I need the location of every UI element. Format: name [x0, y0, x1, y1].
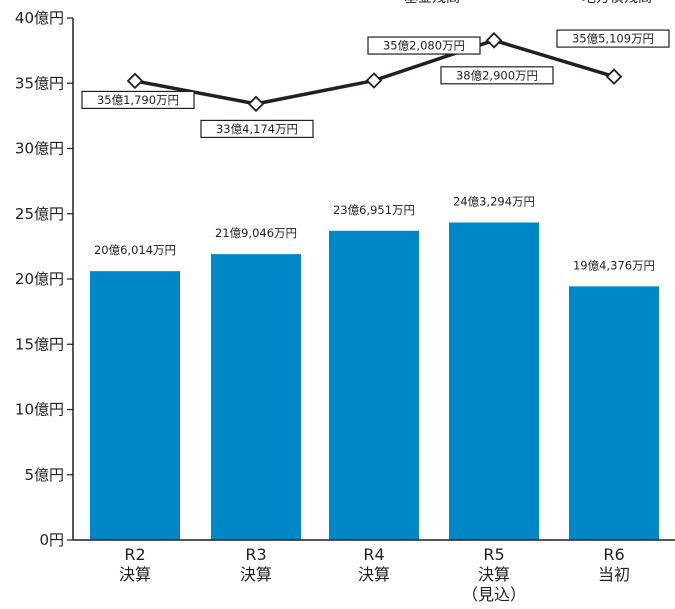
- y-tick-label: 25億円: [15, 205, 64, 223]
- bar-data-label: 20億6,014万円: [94, 243, 176, 257]
- y-tick-label: 0円: [39, 531, 64, 549]
- y-tick-label: 10億円: [15, 401, 64, 419]
- x-category-label: R3: [245, 545, 266, 564]
- x-category-label: R5: [483, 545, 504, 564]
- x-category-label: R6: [603, 545, 624, 564]
- line-point-marker: [247, 95, 265, 113]
- y-tick-label: 35億円: [15, 74, 64, 92]
- line-data-label: 35億1,790万円: [97, 93, 179, 107]
- legend-entry-line: 地方債残高: [582, 0, 652, 6]
- y-tick-label: 15億円: [15, 335, 64, 353]
- x-category-label: 決算: [240, 565, 272, 584]
- x-category-label: 決算: [478, 565, 510, 584]
- line-data-label: 35億5,109万円: [572, 32, 654, 46]
- x-category-label: R2: [124, 545, 145, 564]
- legend-entry-bar: 基金残高: [404, 0, 460, 6]
- bar: [211, 254, 301, 541]
- bar: [449, 222, 539, 540]
- x-category-label: 決算: [358, 565, 390, 584]
- line-label-box: [367, 36, 481, 55]
- line-point-marker: [126, 72, 144, 90]
- y-axis: 0円 5億円 10億円 15億円 20億円 25億円 30億円 35億円 40億円: [15, 9, 74, 549]
- line-point-marker: [365, 72, 383, 89]
- bar: [569, 286, 659, 540]
- y-tick-label: 5億円: [24, 466, 64, 484]
- legend: 基金残高 地方債残高: [404, 0, 652, 6]
- bar-data-label: 21億9,046万円: [215, 226, 297, 240]
- bar: [329, 230, 419, 541]
- line-label-box: [556, 29, 670, 48]
- x-category-label: （見込）: [462, 585, 526, 604]
- line-data-label: 38億2,900万円: [456, 68, 538, 82]
- plot-area: 20億6,014万円 21億9,046万円 23億6,951万円 24億3,294万円…: [81, 29, 670, 541]
- x-category-label: 当初: [598, 565, 630, 584]
- line-data-label: 35億2,080万円: [383, 39, 465, 53]
- line-label-box: [81, 90, 195, 110]
- bar: [90, 271, 180, 540]
- bar-data-label: 24億3,294万円: [453, 195, 535, 209]
- line-label-box: [200, 119, 314, 139]
- x-category-label: R4: [363, 545, 384, 564]
- line-point-marker: [605, 68, 623, 85]
- y-tick-label: 30億円: [15, 140, 64, 158]
- line-label-box: [440, 66, 554, 85]
- line-point-marker: [485, 32, 503, 49]
- bar-data-label: 19億4,376万円: [573, 258, 655, 272]
- bar-data-label: 23億6,951万円: [333, 203, 415, 217]
- line-data-label: 33億4,174万円: [216, 122, 298, 136]
- x-category-label: 決算: [119, 565, 151, 584]
- y-tick-label: 20億円: [15, 270, 64, 288]
- y-tick-label: 40億円: [15, 9, 64, 27]
